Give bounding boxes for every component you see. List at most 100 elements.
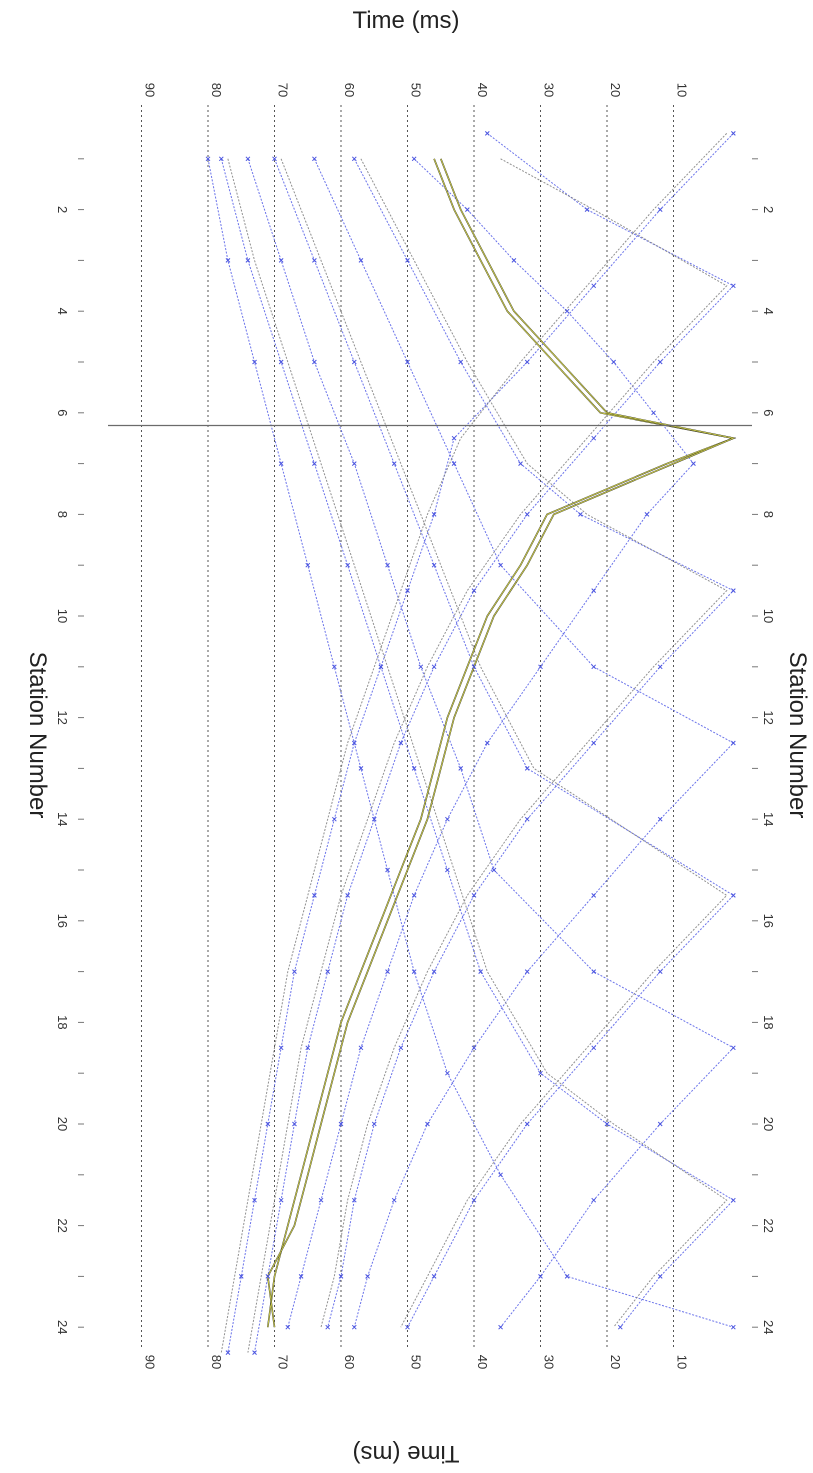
series-3-point-8 (644, 512, 650, 517)
series-3-point-9 (591, 588, 597, 593)
series-3-point-17 (318, 1197, 324, 1203)
series-3-point-15 (358, 1045, 364, 1051)
series-12-line (320, 158, 728, 1328)
series-6-point-2 (312, 258, 317, 263)
series-7-point-3 (312, 359, 317, 365)
series-9-point-8 (385, 867, 390, 873)
series-7-point-7 (458, 766, 464, 771)
series-5-point-14 (365, 1274, 370, 1279)
series-3-point-7 (691, 461, 696, 466)
series-4-point-16 (325, 1324, 331, 1330)
series-7-point-8 (491, 867, 497, 873)
series-4-point-5 (578, 512, 583, 517)
station-tick-right-14: 14 (761, 812, 776, 826)
series-1-point-14 (265, 1121, 271, 1127)
series-8-point-1 (218, 156, 224, 162)
series-2-point-6 (524, 512, 530, 517)
series-7-point-2 (278, 258, 284, 263)
station-tick-right-16: 16 (761, 914, 776, 928)
series-5-point-11 (471, 1045, 477, 1051)
station-tick-left-18: 18 (55, 1015, 70, 1029)
series-7-point-6 (418, 664, 424, 670)
series-1-point-2 (657, 207, 663, 212)
series-2-line (254, 133, 735, 1353)
series-2-point-12 (325, 969, 331, 974)
series-1-point-4 (524, 359, 530, 365)
station-tick-right-18: 18 (761, 1015, 776, 1029)
series-9-point-3 (252, 359, 257, 365)
station-tick-right-4: 4 (761, 308, 776, 315)
series-5-point-6 (591, 664, 597, 670)
time-tick-bottom-20: 20 (608, 1355, 623, 1369)
series-8-point-12 (730, 1197, 736, 1203)
series-4-point-3 (458, 359, 464, 365)
series-6-point-6 (471, 664, 477, 670)
series-2-point-7 (471, 588, 477, 593)
series-3-point-10 (538, 664, 543, 670)
series-7-point-13 (538, 1274, 543, 1279)
series-8-point-10 (538, 1070, 543, 1076)
series-4-point-8 (591, 740, 597, 746)
series-9-point-4 (278, 461, 284, 466)
station-tick-right-2: 2 (761, 206, 776, 213)
series-9-point-6 (331, 664, 337, 670)
series-9-point-9 (411, 969, 417, 974)
time-tick-top-20: 20 (608, 83, 623, 97)
series-3-line (287, 158, 695, 1328)
series-3-point-1 (411, 156, 417, 162)
series-8-point-6 (378, 664, 384, 670)
series-3-point-5 (611, 359, 617, 365)
series-11-line (247, 158, 728, 1353)
series-4-point-10 (471, 893, 477, 898)
series-4-line (327, 158, 735, 1328)
series-6-line (274, 158, 735, 1328)
series-1-point-6 (431, 512, 437, 517)
series-5-point-5 (498, 562, 503, 568)
time-tick-top-10: 10 (675, 83, 690, 97)
series-2-point-17 (252, 1350, 257, 1355)
series-8-point-5 (345, 562, 351, 568)
station-tick-left-16: 16 (55, 914, 70, 928)
station-tick-right-8: 8 (761, 511, 776, 518)
y-axis-label-bottom: Time (ms) (352, 1440, 459, 1467)
time-tick-top-90: 90 (143, 83, 158, 97)
station-tick-left-8: 8 (55, 511, 70, 518)
station-tick-right-6: 6 (761, 409, 776, 416)
series-8-point-9 (478, 969, 484, 974)
series-3-point-11 (484, 740, 490, 746)
time-tick-bottom-80: 80 (209, 1355, 224, 1369)
time-tick-top-60: 60 (342, 83, 357, 97)
station-tick-right-24: 24 (761, 1320, 776, 1334)
series-1-point-13 (278, 1045, 284, 1051)
station-tick-left-6: 6 (55, 409, 70, 416)
series-4-point-7 (657, 664, 663, 670)
series-6-point-12 (471, 1197, 477, 1203)
x-axis-label-left: Station Number (24, 652, 51, 819)
series-9-point-10 (445, 1070, 450, 1076)
station-tick-right-12: 12 (761, 710, 776, 724)
series-4-point-11 (431, 969, 437, 974)
series-3-point-19 (285, 1324, 291, 1330)
station-tick-left-10: 10 (55, 609, 70, 623)
series-8-point-3 (278, 359, 284, 365)
series-7-point-11 (657, 1121, 663, 1127)
station-tick-right-10: 10 (761, 609, 776, 623)
series-9-point-1 (205, 156, 211, 162)
station-tick-left-2: 2 (55, 206, 70, 213)
series-4-point-6 (730, 588, 736, 593)
series-7-point-5 (385, 562, 390, 568)
series-15-core (267, 158, 736, 1328)
series-2-point-2 (584, 207, 590, 212)
station-tick-left-24: 24 (55, 1320, 70, 1334)
station-tick-left-4: 4 (55, 308, 70, 315)
series-7-point-4 (351, 461, 357, 466)
series-2-point-11 (345, 893, 351, 898)
station-tick-left-22: 22 (55, 1218, 70, 1232)
time-tick-bottom-50: 50 (409, 1355, 424, 1369)
station-tick-right-22: 22 (761, 1218, 776, 1232)
series-5-point-7 (730, 740, 736, 746)
series-9-point-12 (564, 1274, 570, 1279)
series-6-point-3 (351, 359, 357, 365)
